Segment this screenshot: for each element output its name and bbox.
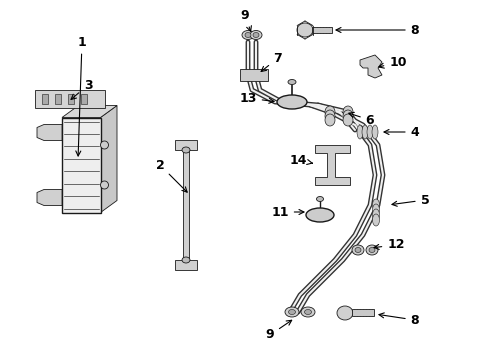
Text: 9: 9 [241,9,251,31]
Polygon shape [62,105,117,117]
Text: 3: 3 [71,78,92,99]
Ellipse shape [325,106,335,118]
Ellipse shape [372,214,379,226]
Polygon shape [100,105,117,212]
Ellipse shape [301,307,315,317]
Ellipse shape [100,141,108,149]
Polygon shape [37,125,62,140]
Ellipse shape [253,32,259,37]
Ellipse shape [317,197,323,202]
Ellipse shape [343,110,353,122]
Text: 11: 11 [271,206,304,219]
Bar [68,94,74,104]
Text: 10: 10 [379,55,407,68]
Ellipse shape [372,199,379,211]
Bar [55,94,61,104]
Ellipse shape [325,110,335,122]
Text: 9: 9 [266,320,292,342]
Text: 6: 6 [349,112,374,126]
Ellipse shape [297,23,313,37]
Text: 2: 2 [156,158,187,192]
Ellipse shape [372,209,379,221]
Text: 12: 12 [374,239,405,252]
Ellipse shape [285,307,299,317]
Ellipse shape [288,80,296,85]
Polygon shape [37,189,62,206]
Ellipse shape [343,114,353,126]
Ellipse shape [245,32,251,37]
Text: 14: 14 [289,153,313,166]
Ellipse shape [182,147,190,153]
Ellipse shape [306,208,334,222]
Ellipse shape [325,114,335,126]
Text: 1: 1 [76,36,86,156]
Ellipse shape [337,306,353,320]
Bar [352,309,374,316]
Ellipse shape [277,95,307,109]
Ellipse shape [367,125,373,139]
Ellipse shape [372,125,378,139]
Ellipse shape [355,248,361,252]
Bar [312,27,332,33]
Ellipse shape [343,106,353,118]
Bar [35,90,105,108]
Text: 8: 8 [336,23,419,36]
Polygon shape [360,55,382,78]
Text: 8: 8 [379,313,419,327]
Bar [42,94,48,104]
Ellipse shape [369,248,375,252]
Bar [81,94,87,104]
Ellipse shape [100,181,108,189]
Ellipse shape [289,310,295,315]
Text: 5: 5 [392,194,429,207]
Ellipse shape [242,31,254,40]
Ellipse shape [250,31,262,40]
Ellipse shape [182,257,190,263]
Ellipse shape [352,245,364,255]
Polygon shape [175,140,197,270]
Ellipse shape [372,204,379,216]
Ellipse shape [362,125,368,139]
Text: 7: 7 [261,51,282,72]
Ellipse shape [357,125,363,139]
Bar [240,69,268,81]
Text: 4: 4 [384,126,419,139]
Ellipse shape [366,245,378,255]
Ellipse shape [304,310,312,315]
Bar [62,117,100,212]
Text: 13: 13 [239,91,274,104]
Polygon shape [315,145,350,185]
